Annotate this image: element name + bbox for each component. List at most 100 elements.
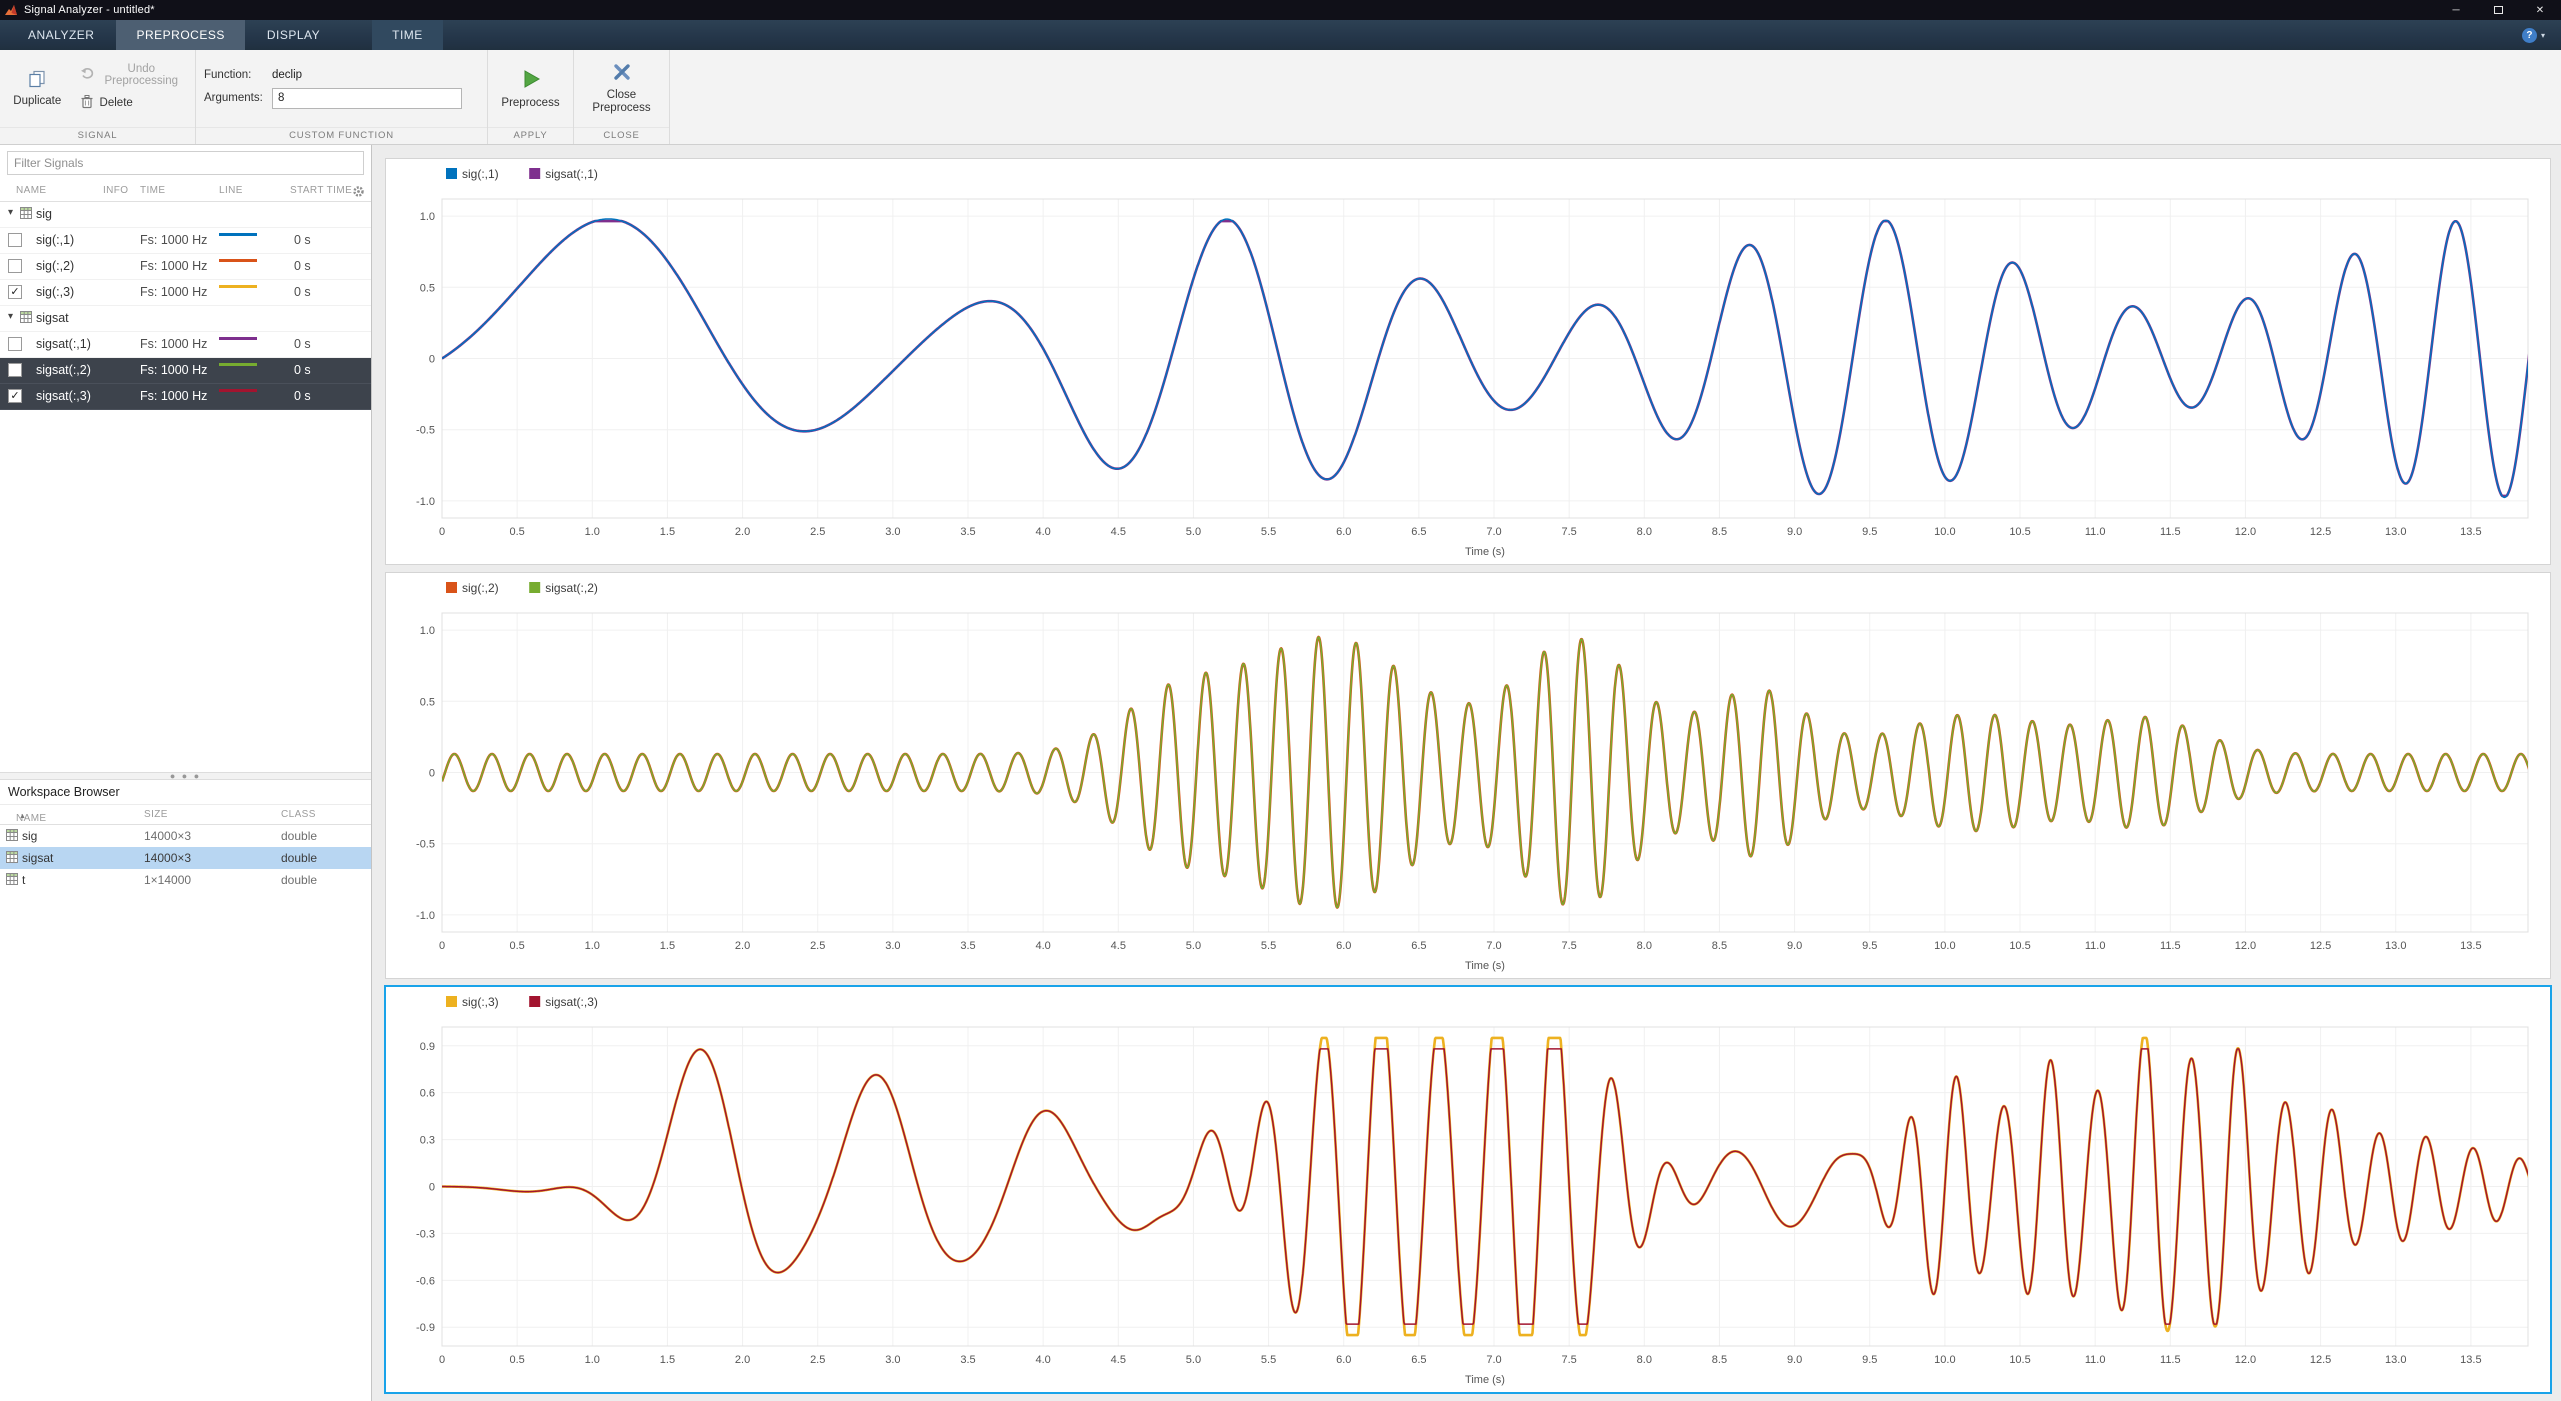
- workspace-column-size[interactable]: SIZE: [144, 808, 168, 820]
- signal-row[interactable]: sigsat(:,1) Fs: 1000 Hz 0 s: [0, 332, 371, 358]
- plot-canvas-1: 0 0.5 1.0 1.5 2.0 2.5 3.0 3.5 4.0 4.5 5.0 5.5 6.0 6.5…: [416, 167, 2529, 558]
- signal-line-swatch[interactable]: [219, 285, 257, 288]
- svg-text:13.5: 13.5: [2460, 526, 2481, 538]
- signal-line-swatch[interactable]: [219, 389, 257, 392]
- column-header-name[interactable]: NAME: [16, 185, 47, 196]
- signal-start-time: 0 s: [294, 337, 311, 351]
- filter-signals-input[interactable]: [7, 151, 364, 175]
- svg-text:12.5: 12.5: [2310, 940, 2331, 952]
- plot-checkbox[interactable]: [8, 337, 22, 351]
- workspace-variable-row[interactable]: t 1×14000 double: [0, 869, 371, 891]
- svg-text:10.5: 10.5: [2009, 940, 2030, 952]
- help-menu[interactable]: ? ▾: [2521, 20, 2545, 50]
- svg-text:sig(:,3): sig(:,3): [462, 995, 499, 1009]
- svg-text:4.0: 4.0: [1036, 940, 1051, 952]
- variable-name: sigsat: [22, 850, 54, 865]
- column-header-line[interactable]: LINE: [219, 185, 243, 196]
- signal-group-row[interactable]: ▾ sig: [0, 202, 371, 228]
- delete-button[interactable]: Delete: [75, 91, 187, 115]
- plot-panel-1[interactable]: 0 0.5 1.0 1.5 2.0 2.5 3.0 3.5 4.0 4.5 5.0 5.5 6.0 6.5…: [385, 158, 2551, 565]
- signal-name: sigsat(:,3): [36, 389, 91, 403]
- workspace-variable-row[interactable]: sig 14000×3 double: [0, 825, 371, 847]
- undo-preprocessing-button[interactable]: Undo Preprocessing: [75, 63, 187, 87]
- workspace-column-class[interactable]: CLASS: [281, 808, 316, 820]
- preprocess-button[interactable]: Preprocess: [496, 55, 565, 123]
- svg-text:4.5: 4.5: [1111, 526, 1126, 538]
- arguments-input[interactable]: [272, 87, 462, 109]
- panel-splitter[interactable]: ● ● ●: [0, 771, 371, 780]
- column-header-time[interactable]: TIME: [140, 185, 166, 196]
- plot-checkbox[interactable]: [8, 233, 22, 247]
- svg-text:7.5: 7.5: [1562, 526, 1577, 538]
- variable-icon: [6, 850, 18, 866]
- signal-sidebar: NAME INFO TIME LINE START TIME ▾ sig sig(:…: [0, 145, 372, 1401]
- close-button[interactable]: ✕: [2535, 4, 2545, 16]
- svg-text:2.0: 2.0: [735, 1354, 750, 1366]
- signal-line-swatch[interactable]: [219, 233, 257, 236]
- svg-text:3.5: 3.5: [960, 940, 975, 952]
- gear-icon[interactable]: [352, 185, 365, 201]
- workspace-variable-row[interactable]: sigsat 14000×3 double: [0, 846, 371, 869]
- column-header-start-time[interactable]: START TIME: [290, 185, 353, 196]
- signal-row[interactable]: sig(:,2) Fs: 1000 Hz 0 s: [0, 254, 371, 280]
- ribbon: Duplicate Undo Preprocessing Delete: [0, 50, 2561, 145]
- help-icon: ?: [2521, 27, 2537, 43]
- column-header-info[interactable]: INFO: [103, 185, 129, 196]
- svg-text:sigsat(:,3): sigsat(:,3): [545, 995, 598, 1009]
- signal-row[interactable]: sig(:,1) Fs: 1000 Hz 0 s: [0, 228, 371, 254]
- svg-text:3.0: 3.0: [885, 526, 900, 538]
- signal-row[interactable]: sigsat(:,2) Fs: 1000 Hz 0 s: [0, 358, 371, 384]
- svg-text:3.5: 3.5: [960, 1354, 975, 1366]
- ribbon-group-apply: Preprocess APPLY: [488, 50, 574, 144]
- sort-asc-icon: ▲: [19, 812, 27, 820]
- function-value-field[interactable]: declip: [272, 68, 303, 81]
- svg-text:8.0: 8.0: [1637, 526, 1652, 538]
- plot-checkbox[interactable]: [8, 259, 22, 273]
- collapse-caret-icon[interactable]: ▾: [8, 311, 14, 322]
- collapse-caret-icon[interactable]: ▾: [8, 207, 14, 218]
- svg-text:0.5: 0.5: [509, 940, 524, 952]
- svg-text:0.5: 0.5: [509, 526, 524, 538]
- svg-text:11.5: 11.5: [2160, 1354, 2181, 1366]
- svg-text:13.5: 13.5: [2460, 940, 2481, 952]
- svg-text:13.0: 13.0: [2385, 1354, 2406, 1366]
- tab-analyzer[interactable]: ANALYZER: [28, 28, 95, 42]
- svg-text:-1.0: -1.0: [416, 496, 435, 508]
- signal-line-swatch[interactable]: [219, 363, 257, 366]
- signal-line-swatch[interactable]: [219, 337, 257, 340]
- signal-sample-rate: Fs: 1000 Hz: [140, 337, 208, 351]
- plot-checkbox[interactable]: ✓: [8, 285, 22, 299]
- svg-text:10.5: 10.5: [2009, 526, 2030, 538]
- signal-line-swatch[interactable]: [219, 259, 257, 262]
- close-preprocess-button[interactable]: Close Preprocess: [582, 55, 661, 123]
- tab-display[interactable]: DISPLAY: [266, 28, 321, 42]
- preprocess-play-icon: [520, 68, 542, 93]
- plot-panel-2[interactable]: 0 0.5 1.0 1.5 2.0 2.5 3.0 3.5 4.0 4.5 5.0 5.5 6.0 6.5…: [385, 572, 2551, 979]
- svg-text:3.0: 3.0: [885, 940, 900, 952]
- variable-icon: [6, 828, 18, 844]
- signal-row[interactable]: ✓ sig(:,3) Fs: 1000 Hz 0 s: [0, 280, 371, 306]
- svg-text:10.5: 10.5: [2009, 1354, 2030, 1366]
- plot-checkbox[interactable]: [8, 363, 22, 377]
- delete-label: Delete: [99, 96, 133, 109]
- svg-text:5.5: 5.5: [1261, 940, 1276, 952]
- signal-sample-rate: Fs: 1000 Hz: [140, 233, 208, 247]
- tab-preprocess[interactable]: PREPROCESS: [116, 20, 245, 50]
- ribbon-group-label-apply: APPLY: [488, 127, 573, 144]
- svg-text:Time (s): Time (s): [1465, 960, 1505, 972]
- plot-panel-3[interactable]: 0 0.5 1.0 1.5 2.0 2.5 3.0 3.5 4.0 4.5 5.0 5.5 6.0 6.5…: [384, 985, 2552, 1394]
- maximize-button[interactable]: [2477, 0, 2519, 20]
- minimize-button[interactable]: ─: [2452, 4, 2460, 16]
- signal-sample-rate: Fs: 1000 Hz: [140, 285, 208, 299]
- svg-text:Time (s): Time (s): [1465, 1374, 1505, 1386]
- signal-group-row[interactable]: ▾ sigsat: [0, 306, 371, 332]
- svg-text:2.5: 2.5: [810, 1354, 825, 1366]
- svg-text:5.0: 5.0: [1186, 940, 1201, 952]
- tab-time[interactable]: TIME: [372, 20, 443, 50]
- svg-text:8.5: 8.5: [1712, 1354, 1727, 1366]
- svg-text:0.5: 0.5: [420, 696, 435, 708]
- plot-checkbox[interactable]: ✓: [8, 389, 22, 403]
- signal-row[interactable]: ✓ sigsat(:,3) Fs: 1000 Hz 0 s: [0, 384, 371, 410]
- svg-text:9.0: 9.0: [1787, 940, 1802, 952]
- duplicate-button[interactable]: Duplicate: [8, 55, 67, 123]
